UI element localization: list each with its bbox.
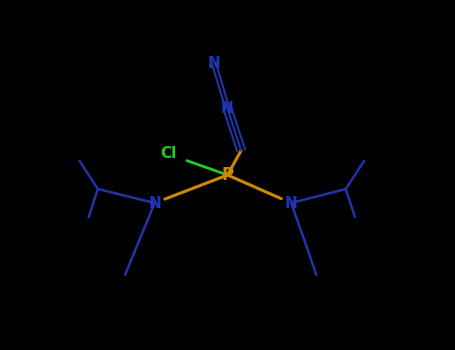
Text: N: N (207, 56, 220, 70)
Text: N: N (285, 196, 298, 210)
Text: Cl: Cl (160, 147, 177, 161)
Text: N: N (148, 196, 161, 210)
Text: N: N (221, 101, 234, 116)
Text: P: P (222, 166, 233, 184)
